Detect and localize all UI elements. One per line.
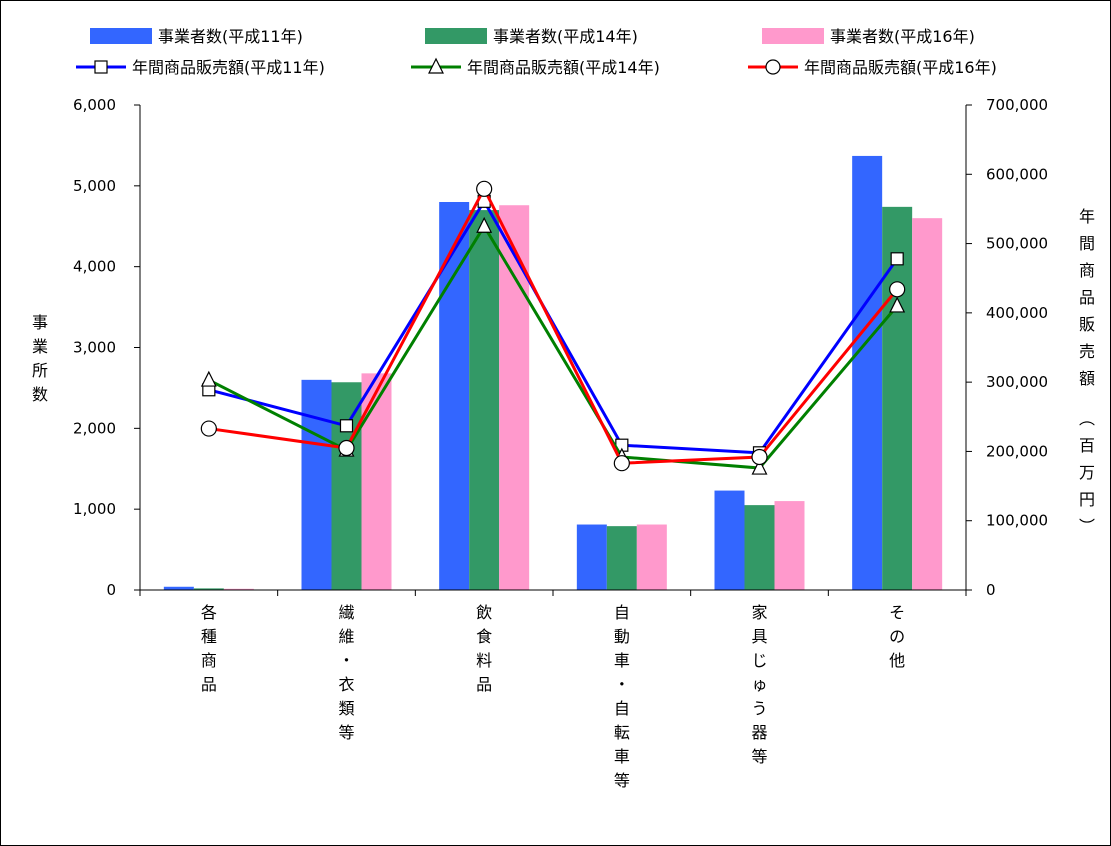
marker-s1-c0	[200, 370, 217, 387]
legend-marker-5	[765, 59, 781, 75]
legend-marker-4	[428, 57, 444, 74]
bar-s1-c1	[331, 382, 362, 590]
y-tick-label-left-1: 1,000	[73, 500, 116, 518]
y-tick-label-right-6: 600,000	[986, 165, 1048, 183]
x-tick-label-4: 家具じゅう器等	[751, 603, 767, 766]
marker-s1-c4	[751, 458, 768, 475]
bar-s2-c0	[223, 588, 254, 590]
y-tick-label-right-7: 700,000	[986, 96, 1048, 114]
legend-swatch-2	[762, 28, 824, 44]
legend-swatch-1	[425, 28, 487, 44]
legend-label-1: 事業者数(平成14年)	[493, 27, 638, 46]
marker-s2-c5	[889, 281, 906, 298]
y-tick-label-left-4: 4,000	[73, 258, 116, 276]
bar-s1-c3	[606, 526, 637, 590]
legend-swatch-0	[90, 28, 152, 44]
marker-s1-c5	[889, 296, 906, 313]
bar-s0-c3	[576, 524, 607, 590]
legend-label-0: 事業者数(平成11年)	[158, 27, 303, 46]
y-tick-label-right-0: 0	[986, 581, 996, 599]
y-axis-title-left: 事業所数	[32, 313, 48, 404]
marker-s1-c2	[476, 216, 493, 233]
marker-s2-c4	[751, 448, 768, 466]
bar-s2-c4	[774, 501, 805, 590]
legend-label-3: 年間商品販売額(平成11年)	[132, 58, 325, 77]
bar-s2-c3	[636, 524, 667, 590]
y-tick-label-right-4: 400,000	[986, 304, 1048, 322]
bar-s1-c0	[193, 588, 224, 590]
x-tick-label-0: 各種商品	[201, 603, 217, 694]
x-tick-label-2: 飲食料品	[476, 603, 492, 694]
marker-s2-c2	[476, 180, 493, 197]
marker-s2-c1	[338, 439, 355, 457]
bar-s0-c0	[163, 586, 194, 590]
bar-s0-c5	[852, 155, 883, 591]
marker-s0-c5	[890, 252, 904, 266]
x-tick-label-3: 自動車・自転車等	[614, 603, 630, 790]
line-s2	[208, 185, 899, 465]
marker-s0-c1	[339, 419, 354, 433]
legend-label-5: 年間商品販売額(平成16年)	[804, 58, 997, 77]
y-tick-label-left-3: 3,000	[73, 339, 116, 357]
y-axis-title-right: 年間商品販売額︵百万円︶	[1079, 207, 1095, 536]
y-tick-label-left-5: 5,000	[73, 177, 116, 195]
bar-s0-c4	[714, 490, 745, 590]
y-tick-label-right-5: 500,000	[986, 235, 1048, 253]
bar-s1-c2	[469, 210, 500, 591]
y-tick-label-left-0: 0	[106, 581, 116, 599]
legend-label-2: 事業者数(平成16年)	[830, 27, 975, 46]
y-tick-label-right-2: 200,000	[986, 442, 1048, 460]
bar-s2-c2	[499, 205, 530, 590]
y-tick-label-right-1: 100,000	[986, 512, 1048, 530]
bar-s0-c1	[301, 379, 332, 590]
y-tick-label-left-2: 2,000	[73, 419, 116, 437]
legend-marker-3	[94, 60, 108, 74]
y-tick-label-right-3: 300,000	[986, 373, 1048, 391]
x-tick-label-1: 繊維・衣類等	[338, 603, 354, 742]
marker-s2-c3	[613, 455, 630, 472]
bar-s1-c4	[744, 505, 775, 590]
line-s1	[208, 223, 899, 470]
x-tick-label-5: その他	[889, 603, 905, 670]
bar-s2-c1	[361, 373, 392, 590]
y-tick-label-left-6: 6,000	[73, 96, 116, 114]
marker-s2-c0	[200, 420, 217, 437]
bar-s2-c5	[912, 218, 943, 590]
legend-label-4: 年間商品販売額(平成14年)	[467, 58, 660, 77]
